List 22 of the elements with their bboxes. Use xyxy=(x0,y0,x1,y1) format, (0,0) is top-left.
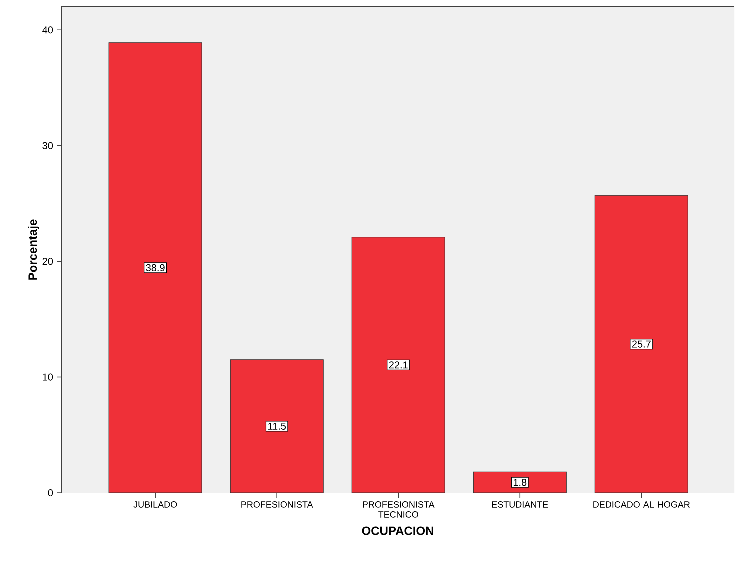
data-label: 1.8 xyxy=(514,479,527,486)
x-axis-title: OCUPACION xyxy=(362,526,434,536)
y-tick-label: 40 xyxy=(42,26,54,34)
x-tick-label: ESTUDIANTE xyxy=(492,502,548,508)
bar xyxy=(594,195,688,494)
bar xyxy=(473,472,567,494)
y-tick-label: 10 xyxy=(43,374,54,381)
x-tick-label: PROFESIONISTA TECNICO xyxy=(363,502,435,518)
y-tick-label: 30 xyxy=(42,142,54,150)
data-label: 11.5 xyxy=(268,422,286,430)
y-axis-title: Porcentaje xyxy=(28,220,40,280)
x-tick-label: JUBILADO xyxy=(134,502,178,508)
data-label: 22.1 xyxy=(389,362,408,369)
y-tick-label: 0 xyxy=(48,489,54,497)
x-tick-label: DEDICADO AL HOGAR xyxy=(594,502,690,508)
y-tick-label: 20 xyxy=(42,258,54,266)
bar xyxy=(108,42,202,494)
data-label: 38.9 xyxy=(146,264,165,272)
bar xyxy=(230,360,324,494)
bar xyxy=(352,236,446,494)
data-label: 25.7 xyxy=(632,340,651,348)
x-tick-label: PROFESIONISTA xyxy=(242,502,314,508)
